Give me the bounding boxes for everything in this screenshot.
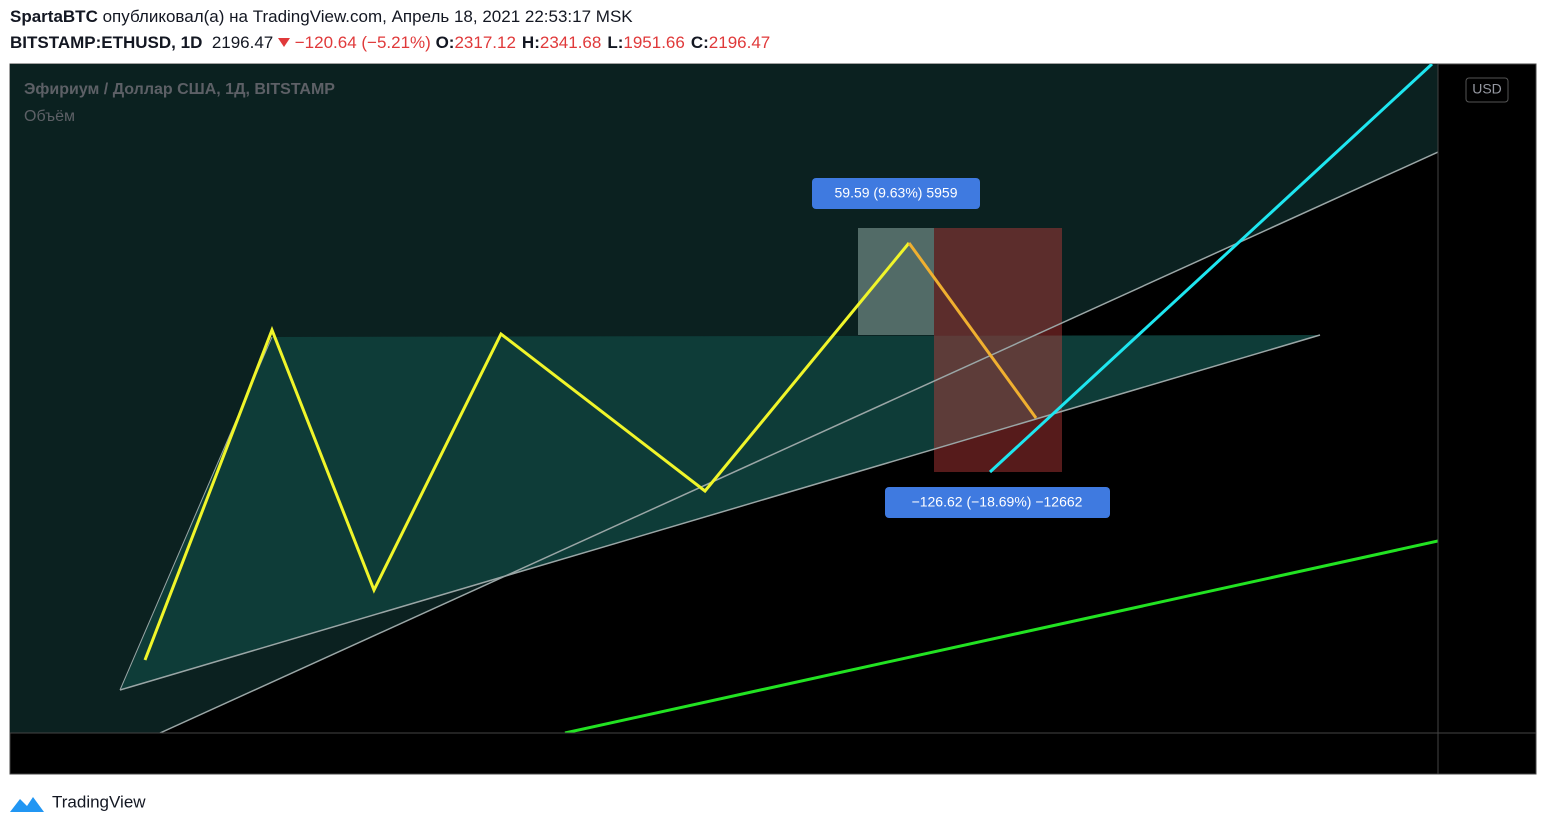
currency: USD [1472,81,1502,97]
ohlc-label: C: [690,33,709,52]
annotation-box [812,178,980,209]
annotation-box [885,487,1110,518]
zigzag-down [907,242,1038,419]
logo-icon [10,797,44,812]
ohlc-value: 1951.66 [623,33,685,52]
trend-line [159,151,1438,733]
annotation: −126.62 (−18.69%) −12662 [912,494,1083,510]
zigzag [143,242,911,661]
trend-line [119,334,1321,691]
currency-box [1465,77,1509,103]
support-line [564,539,1438,733]
published: опубликовал(а) на TradingView.com, Апрел… [102,7,633,26]
ohlc-value: 2341.68 [539,33,602,52]
chart-title: Эфириум / Доллар США, 1Д, BITSTAMP [24,81,335,98]
symbol: BITSTAMP:ETHUSD, 1D [10,33,203,52]
header-line-1: SpartaBTC опубликовал(а) на TradingView.… [10,7,633,27]
ohlc-value: 2196.47 [708,33,771,52]
ohlc-label: L: [607,33,624,52]
change: −120.64 (−5.21%) [294,33,431,52]
volume-legend: Объём [24,108,75,125]
brand: TradingView [52,792,146,811]
annotation: 59.59 (9.63%) 5959 [835,185,958,201]
ohlc-label: H: [521,33,540,52]
cyan-trend-line [988,64,1434,474]
ohlc-value: 2317.12 [454,33,516,52]
ohlc-label: O: [435,33,455,52]
author: SpartaBTC [10,7,98,26]
long-range-box [858,228,934,335]
short-range-box [934,228,1062,472]
header-line-2: BITSTAMP:ETHUSD, 1D 2196.47 −120.64 (−5.… [10,33,776,53]
last: 2196.47 [211,33,274,52]
logo: TradingView [10,792,146,812]
ohlc: O:2317.12 H:2341.68 L:1951.66 C:2196.47 [436,33,777,52]
trend-lines [119,64,1438,733]
down-arrow [278,38,290,47]
